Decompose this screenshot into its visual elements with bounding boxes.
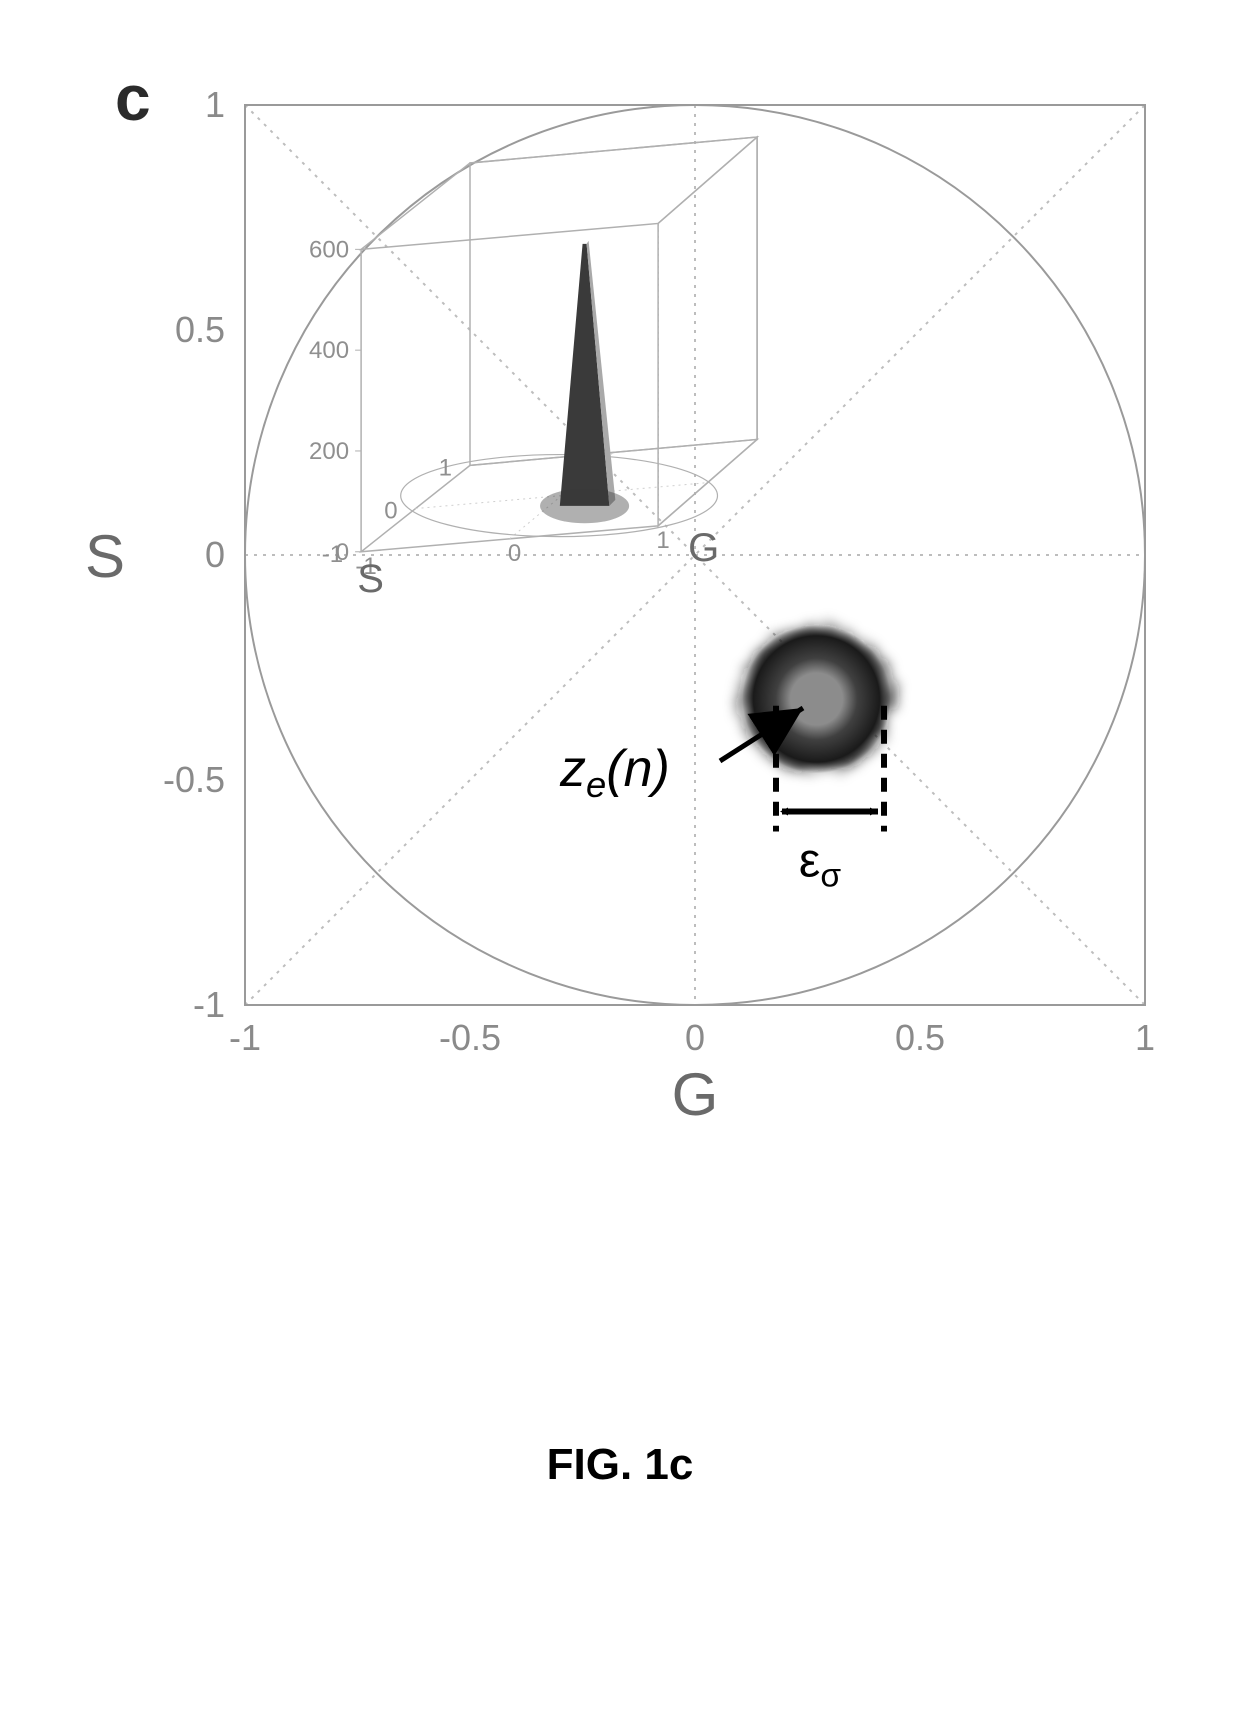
- svg-text:400: 400: [309, 337, 349, 364]
- svg-text:-1: -1: [322, 541, 343, 568]
- x-axis-label: G: [672, 1061, 719, 1128]
- svg-text:G: G: [688, 526, 719, 570]
- y-axis-label: S: [85, 523, 125, 590]
- panel-label: c: [115, 62, 151, 134]
- svg-text:0: 0: [685, 1017, 705, 1058]
- svg-text:0.5: 0.5: [895, 1017, 945, 1058]
- svg-text:0.5: 0.5: [175, 309, 225, 350]
- phasor-plot-svg: -1-0.500.51-1-0.500.51GScze(n)εσ02004006…: [60, 50, 1180, 1250]
- svg-text:S: S: [357, 557, 384, 601]
- svg-text:600: 600: [309, 236, 349, 263]
- svg-text:1: 1: [656, 527, 669, 554]
- cluster-core: [742, 625, 891, 774]
- svg-text:0: 0: [508, 540, 521, 567]
- svg-text:-0.5: -0.5: [163, 759, 225, 800]
- figure-area: -1-0.500.51-1-0.500.51GScze(n)εσ02004006…: [60, 50, 1180, 1250]
- svg-text:200: 200: [309, 438, 349, 465]
- svg-text:1: 1: [1135, 1017, 1155, 1058]
- ze-label: ze(n): [559, 740, 670, 805]
- svg-text:1: 1: [205, 84, 225, 125]
- svg-text:-1: -1: [229, 1017, 261, 1058]
- svg-text:0: 0: [384, 498, 397, 525]
- svg-text:-1: -1: [193, 984, 225, 1025]
- svg-text:0: 0: [205, 534, 225, 575]
- svg-text:-0.5: -0.5: [439, 1017, 501, 1058]
- svg-text:1: 1: [439, 454, 452, 481]
- figure-caption: FIG. 1c: [0, 1440, 1240, 1490]
